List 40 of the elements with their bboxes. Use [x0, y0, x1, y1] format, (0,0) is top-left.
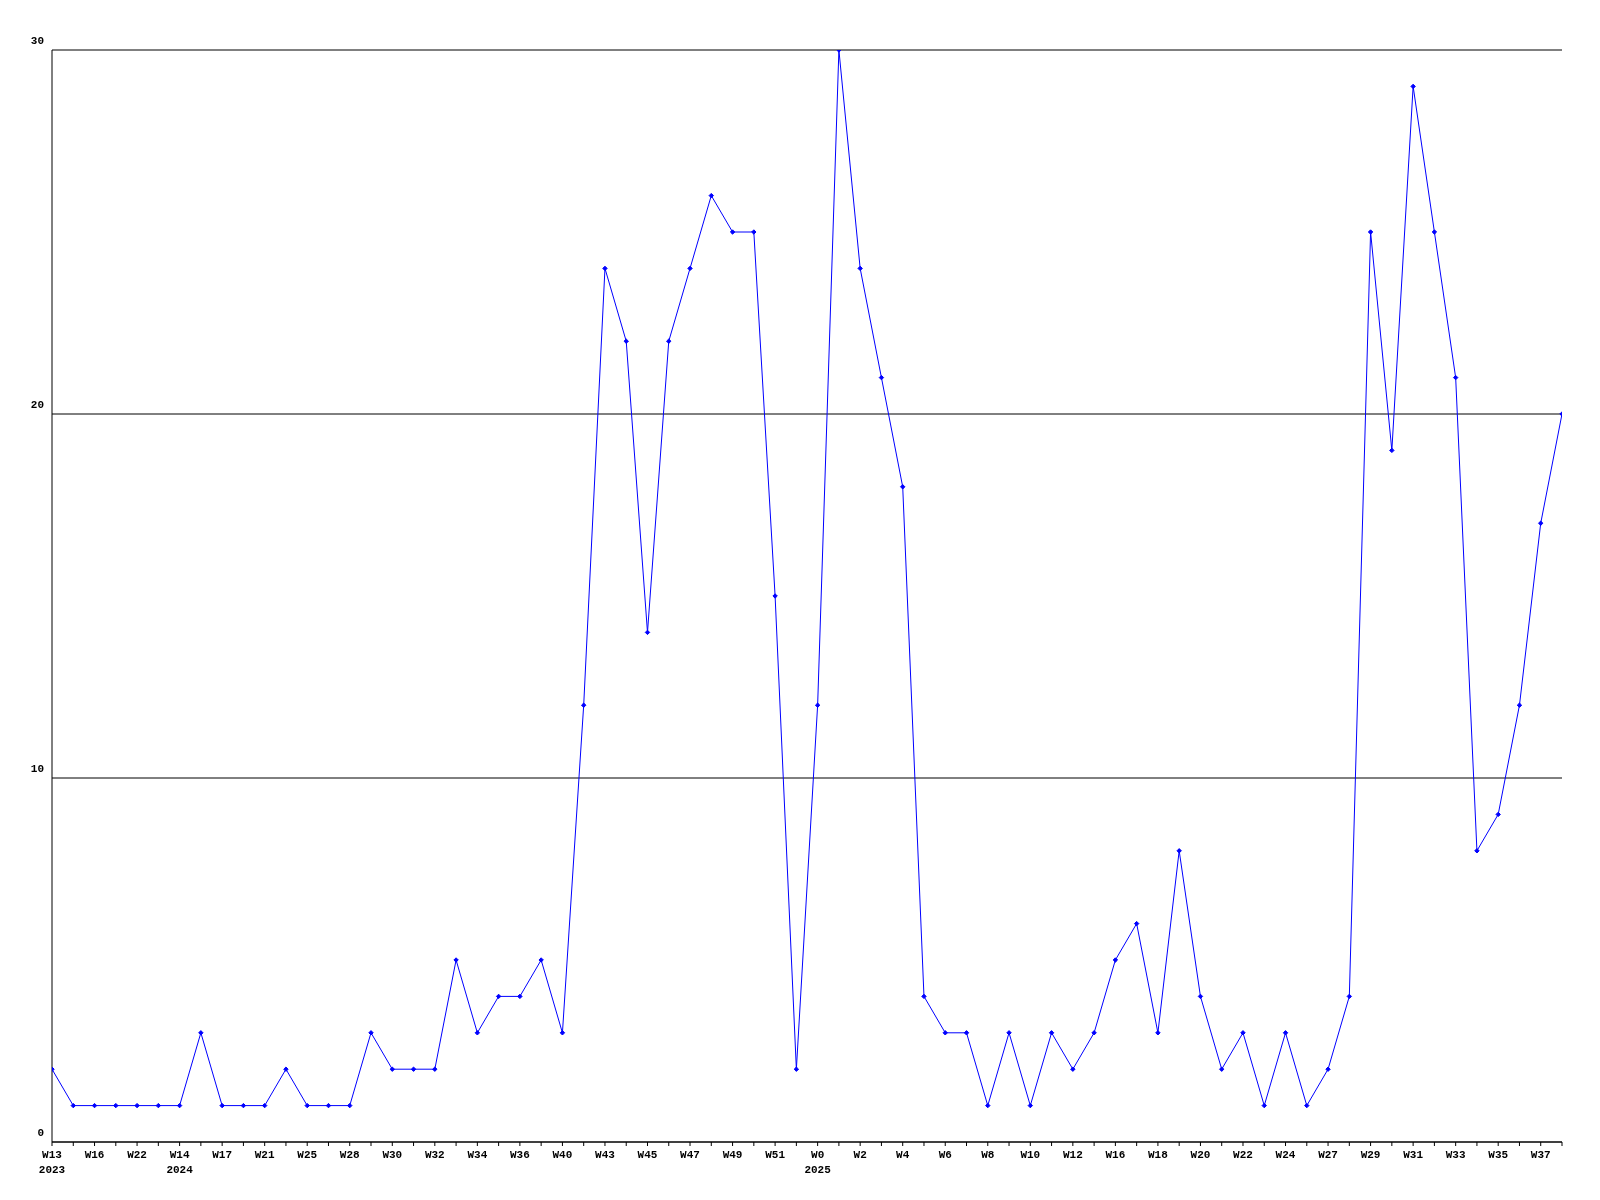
x-tick-label: W45 — [637, 1149, 658, 1161]
x-tick-label: W12 — [1062, 1149, 1083, 1161]
x-tick-label: W40 — [552, 1149, 573, 1161]
y-tick-label: 0 — [37, 1126, 44, 1139]
x-tick-label: W6 — [938, 1149, 952, 1161]
y-tick-label: 10 — [30, 762, 44, 775]
x-tick-label: W29 — [1360, 1149, 1381, 1161]
x-tick-label: W51 — [765, 1149, 786, 1161]
x-tick-label: W31 — [1403, 1149, 1424, 1161]
x-tick-label: W4 — [896, 1149, 910, 1161]
x-tick-label: W47 — [680, 1149, 700, 1161]
x-tick-label: W43 — [595, 1149, 616, 1161]
x-tick-label: W22 — [1233, 1149, 1253, 1161]
x-tick-label: W37 — [1530, 1149, 1551, 1161]
x-tick-label: W2 — [853, 1149, 867, 1161]
y-tick-label: 20 — [30, 398, 44, 411]
x-tick-label: W24 — [1275, 1149, 1296, 1161]
x-tick-label: W14 2024 — [166, 1149, 194, 1176]
x-tick-label: W20 — [1190, 1149, 1211, 1161]
x-tick-label: W49 — [722, 1149, 743, 1161]
x-tick-label: W17 — [212, 1149, 233, 1161]
x-tick-label: W30 — [382, 1149, 403, 1161]
x-tick-label: W36 — [509, 1149, 530, 1161]
x-tick-label: W25 — [297, 1149, 318, 1161]
x-tick-label: W22 — [127, 1149, 147, 1161]
x-tick-label: W13 2023 — [38, 1149, 66, 1176]
x-tick-label: W10 — [1020, 1149, 1041, 1161]
x-tick-label: W34 — [467, 1149, 488, 1161]
x-tick-label: W18 — [1148, 1149, 1169, 1161]
x-tick-label: W0 2025 — [804, 1149, 832, 1176]
y-tick-label: 30 — [30, 34, 44, 47]
x-tick-label: W28 — [339, 1149, 361, 1161]
x-tick-label: W33 — [1445, 1149, 1466, 1161]
x-tick-label: W32 — [424, 1149, 445, 1161]
x-tick-label: W16 — [1105, 1149, 1126, 1161]
x-tick-label: W35 — [1488, 1149, 1509, 1161]
x-tick-label: W8 — [981, 1149, 995, 1161]
x-tick-label: W21 — [254, 1149, 275, 1161]
x-tick-label: W16 — [84, 1149, 105, 1161]
x-tick-label: W27 — [1318, 1149, 1338, 1161]
